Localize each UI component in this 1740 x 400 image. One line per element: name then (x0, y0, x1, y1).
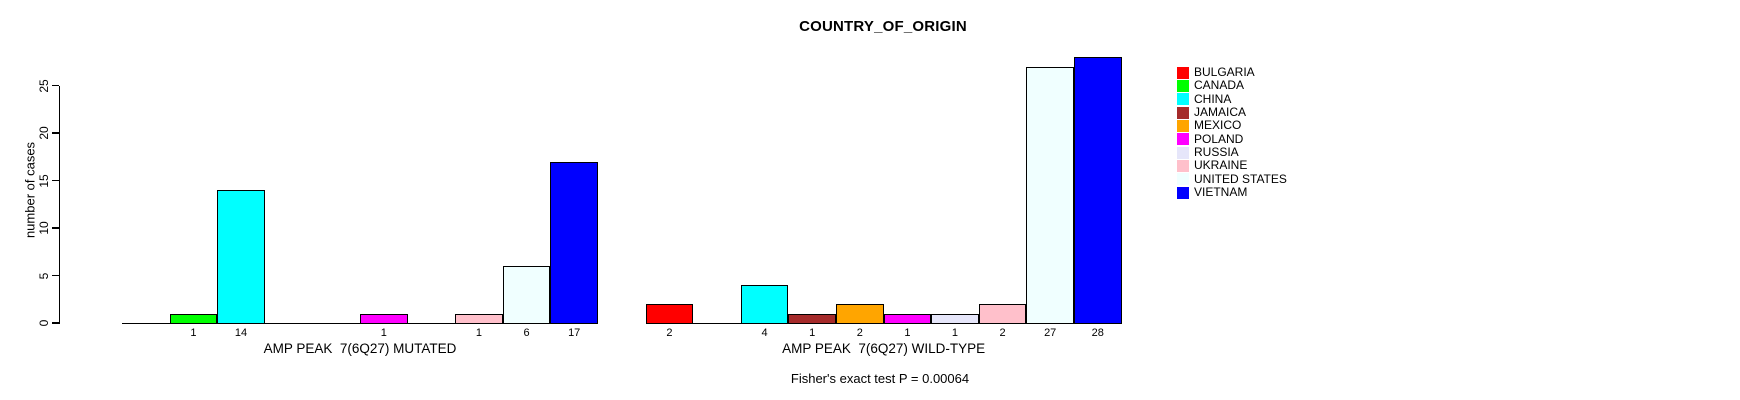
y-axis-tick-label: 10 (37, 221, 51, 235)
chart-title: COUNTRY_OF_ORIGIN (799, 18, 967, 35)
legend-swatch (1177, 120, 1189, 133)
bar-ukraine (455, 313, 503, 325)
bar-vietnam (1074, 57, 1122, 325)
legend-label: BULGARIA (1194, 65, 1255, 79)
y-axis-tick (51, 132, 59, 134)
bar-value-label: 1 (380, 327, 387, 339)
legend-item: UKRAINE (1177, 159, 1287, 172)
y-axis-tick-label: 25 (37, 78, 51, 93)
bar-bulgaria (645, 304, 694, 325)
legend-label: RUSSIA (1194, 145, 1239, 160)
y-axis-line (58, 85, 60, 325)
legend-item: UNITED STATES (1177, 171, 1287, 186)
bar-china (217, 190, 265, 325)
bar-value-label: 6 (523, 327, 530, 339)
y-axis-tick (51, 274, 59, 277)
legend-swatch (1177, 106, 1189, 119)
group-axis-label: AMP PEAK 7(6Q27) WILD-TYPE (782, 341, 986, 356)
y-axis-tick-label: 5 (37, 272, 51, 279)
bar-value-label: 27 (1044, 327, 1057, 339)
legend-item: CHINA (1177, 91, 1287, 106)
y-axis-tick (51, 322, 59, 324)
legend: BULGARIA CANADA CHINA JAMAICA MEXICO POLAND RU… (1177, 65, 1287, 200)
legend-swatch (1177, 133, 1189, 146)
bar-value-label: 4 (761, 327, 768, 339)
legend-item: RUSSIA (1177, 145, 1287, 160)
bar-value-label: 14 (234, 327, 248, 339)
legend-label: JAMAICA (1194, 105, 1247, 120)
legend-label: MEXICO (1194, 118, 1242, 133)
legend-item: BULGARIA (1177, 65, 1287, 79)
legend-swatch (1177, 66, 1189, 79)
bar-united-states (502, 266, 551, 325)
bar-poland (883, 313, 932, 325)
y-axis-tick (51, 179, 59, 182)
bar-value-label: 2 (856, 327, 863, 339)
y-axis-tick-label: 20 (37, 126, 51, 140)
bar-vietnam (550, 161, 598, 325)
bar-value-label: 2 (999, 327, 1006, 339)
legend-label: VIETNAM (1194, 185, 1248, 200)
bar-mexico (836, 304, 884, 325)
legend-item: MEXICO (1177, 119, 1287, 132)
bar-china (740, 285, 789, 325)
legend-label: UKRAINE (1194, 158, 1248, 173)
group-axis-label: AMP PEAK 7(6Q27) MUTATED (263, 341, 457, 356)
bar-canada (169, 313, 218, 325)
y-axis-tick-label: 15 (37, 173, 51, 188)
legend-swatch (1177, 146, 1189, 159)
bar-value-label: 1 (904, 327, 911, 339)
legend-swatch (1177, 173, 1189, 186)
legend-swatch (1177, 80, 1189, 93)
legend-label: CHINA (1194, 91, 1232, 106)
bar-value-label: 17 (568, 327, 581, 339)
legend-swatch (1177, 160, 1189, 173)
bar-value-label: 1 (475, 327, 483, 339)
bar-united-states (1026, 66, 1074, 325)
y-axis-tick-label: 0 (37, 319, 51, 327)
legend-label: UNITED STATES (1194, 171, 1287, 186)
y-axis-label: number of cases (22, 141, 38, 239)
legend-swatch (1177, 186, 1189, 199)
y-axis-tick (51, 84, 59, 87)
y-axis-tick (51, 227, 59, 229)
bar-poland (360, 313, 408, 325)
bar-value-label: 1 (190, 327, 197, 339)
bar-ukraine (978, 304, 1027, 325)
bar-value-label: 1 (809, 327, 816, 339)
legend-label: POLAND (1194, 131, 1244, 146)
bar-value-label: 28 (1091, 327, 1104, 339)
bar-value-label: 2 (666, 327, 673, 339)
bar-russia (931, 313, 979, 325)
legend-swatch (1177, 93, 1189, 106)
legend-item: VIETNAM (1177, 185, 1287, 200)
legend-label: CANADA (1194, 78, 1245, 93)
bar-jamaica (788, 313, 836, 325)
bar-value-label: 1 (951, 327, 959, 339)
legend-item: POLAND (1177, 131, 1287, 146)
legend-item: CANADA (1177, 78, 1287, 93)
legend-item: JAMAICA (1177, 105, 1287, 120)
fisher-test-annotation: Fisher's exact test P = 0.00064 (790, 371, 970, 386)
